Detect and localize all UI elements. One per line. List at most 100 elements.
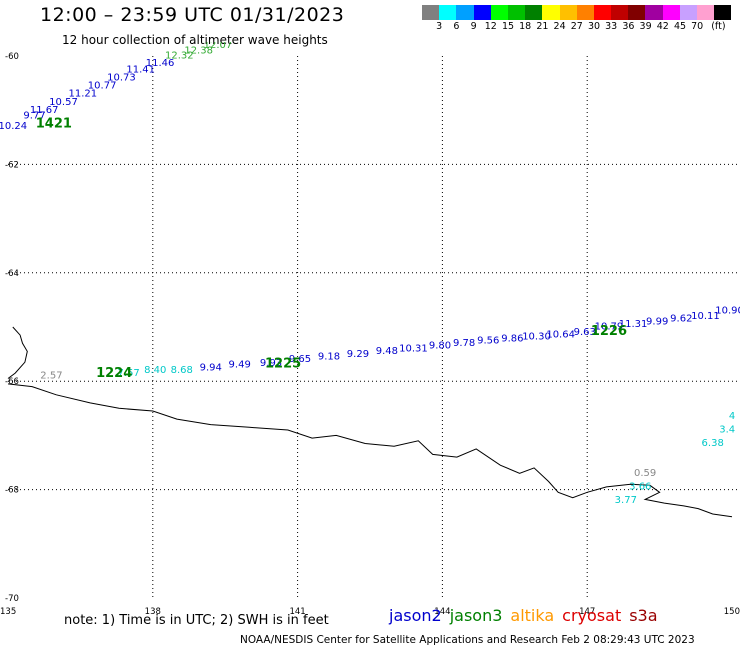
color-swatch <box>576 5 594 20</box>
color-swatch <box>542 5 560 20</box>
pass-time-label: 1224 <box>96 366 132 381</box>
color-swatch <box>525 5 543 20</box>
pass-time-label: 1226 <box>591 324 627 339</box>
color-scale-label: 42 <box>656 21 669 32</box>
coastline <box>7 383 733 518</box>
coastline-segment <box>7 326 28 379</box>
color-swatch <box>439 5 457 20</box>
wave-height-label: 3.66 <box>629 482 651 493</box>
wave-height-label: 9.62 <box>670 314 692 325</box>
color-scale-label: 12 <box>484 21 497 32</box>
color-scale-labels: 3 6 9 12 15 18 21 24 27 30 33 36 39 42 45 70 (ft) <box>422 21 740 33</box>
x-tick-label: 141 <box>289 607 305 617</box>
wave-height-label: 9.56 <box>477 335 499 346</box>
color-scale-label: (ft) <box>711 21 726 32</box>
wave-height-label: 10.30 <box>522 331 551 342</box>
x-tick-label: 138 <box>145 607 161 617</box>
satellite-legend: jason2 jason3 altika cryosat s3a <box>389 606 666 625</box>
color-swatch <box>628 5 646 20</box>
x-tick-label: 144 <box>434 607 450 617</box>
plot-area: 10.249.7711.6710.5711.2110.7710.7311.411… <box>0 40 740 518</box>
color-swatch <box>456 5 474 20</box>
wave-height-label: 9.29 <box>347 349 369 360</box>
wave-height-label: 3.77 <box>615 495 637 506</box>
wave-height-label: 3.4 <box>719 425 735 436</box>
color-swatch <box>473 5 491 20</box>
color-swatch <box>611 5 629 20</box>
y-tick-label: -70 <box>5 594 19 604</box>
wave-height-label: 8.40 <box>144 365 166 376</box>
wave-height-label: 9.99 <box>646 316 668 327</box>
color-swatch <box>559 5 577 20</box>
y-tick-label: -66 <box>5 377 19 387</box>
color-scale-label: 30 <box>587 21 601 32</box>
color-swatch <box>714 5 732 20</box>
credit-line: NOAA/NESDIS Center for Satellite Applica… <box>240 634 695 646</box>
color-swatch <box>662 5 680 20</box>
color-swatch <box>490 5 508 20</box>
legend-s3a: s3a <box>629 606 658 625</box>
color-scale-label: 21 <box>536 21 549 32</box>
wave-height-label: 10.11 <box>691 311 720 322</box>
x-tick-label: 135 <box>0 607 16 617</box>
wave-height-label: 9.18 <box>318 352 340 363</box>
color-scale-label: 39 <box>639 21 652 32</box>
color-scale-label: 9 <box>470 21 477 32</box>
color-scale-label: 18 <box>519 21 532 32</box>
pass-time-label: 1225 <box>265 357 301 372</box>
wave-height-label: 10.24 <box>0 121 27 132</box>
wave-height-label: 8.68 <box>171 365 193 376</box>
color-scale-label: 33 <box>605 21 618 32</box>
color-swatch <box>593 5 612 20</box>
wave-height-label: 9.65 <box>289 354 311 365</box>
wave-height-label: 9.93 <box>260 358 282 369</box>
wave-height-label: 9.63 <box>574 327 596 338</box>
legend-cryosat: cryosat <box>562 606 622 625</box>
color-swatch <box>697 5 715 20</box>
color-scale-label: 3 <box>436 21 443 32</box>
wave-height-label: 9.49 <box>229 360 251 371</box>
x-tick-label: 150 <box>724 607 740 617</box>
wave-height-label: 12.07 <box>204 40 233 51</box>
y-tick-label: -68 <box>5 486 19 496</box>
wave-height-label: 9.78 <box>453 338 475 349</box>
color-swatch <box>645 5 663 20</box>
legend-jason2: jason2 <box>389 606 442 625</box>
wave-height-label: 12.38 <box>184 45 213 56</box>
wave-height-label: 11.41 <box>126 64 155 75</box>
wave-height-label: 10.73 <box>107 72 136 83</box>
color-scale-label: 36 <box>622 21 635 32</box>
y-tick-label: -64 <box>5 269 19 279</box>
wave-height-label: 10.79 <box>595 322 624 333</box>
wave-height-label: 9.77 <box>23 110 45 121</box>
wave-height-label: 10.31 <box>399 343 428 354</box>
wave-height-label: 9.80 <box>429 341 451 352</box>
wave-height-label: 4 <box>729 411 735 422</box>
footnote: note: 1) Time is in UTC; 2) SWH is in fe… <box>64 613 329 628</box>
chart-title: 12:00 – 23:59 UTC 01/31/2023 <box>40 4 345 26</box>
color-scale-label: 70 <box>691 21 704 32</box>
wave-height-label: 12.32 <box>165 51 194 62</box>
wave-height-label: 10.57 <box>49 97 78 108</box>
color-scale-bar <box>422 5 732 20</box>
wave-height-label: 11.21 <box>68 89 97 100</box>
legend-altika: altika <box>510 606 555 625</box>
chart-subtitle: 12 hour collection of altimeter wave hei… <box>62 33 328 47</box>
color-swatch <box>679 5 697 20</box>
wave-height-label: 11.46 <box>146 58 175 69</box>
color-swatch <box>422 5 440 20</box>
x-tick-label: 147 <box>579 607 595 617</box>
wave-height-label: 2.57 <box>40 370 62 381</box>
legend-jason3: jason3 <box>449 606 503 625</box>
color-scale-label: 45 <box>673 21 687 32</box>
pass-time-label: 1421 <box>36 117 72 132</box>
wave-height-label: 11.31 <box>619 319 648 330</box>
color-scale-label: 15 <box>501 21 515 32</box>
wave-height-label: 6.38 <box>702 438 724 449</box>
wave-height-label: 10.90 <box>715 305 740 316</box>
color-scale-label: 6 <box>453 21 460 32</box>
wave-height-label: 9.86 <box>501 334 523 345</box>
color-swatch <box>507 5 526 20</box>
wave-height-label: 7.57 <box>118 368 140 379</box>
